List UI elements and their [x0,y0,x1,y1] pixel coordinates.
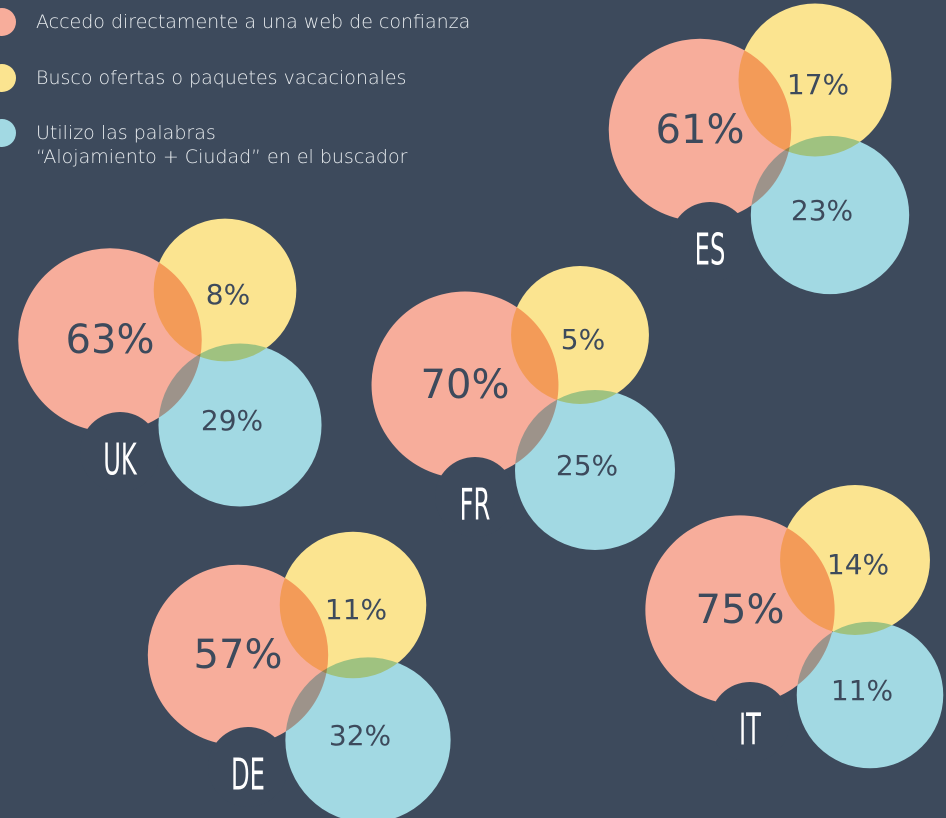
venn-group [608,3,910,295]
value-label: 32% [329,719,391,752]
value-label: 17% [787,68,849,101]
value-label: 8% [206,278,250,311]
venn-circle [738,3,892,157]
venn-group [645,485,944,769]
legend-swatch [0,8,16,36]
value-label: 70% [421,362,510,408]
value-label: 23% [791,194,853,227]
venn-group [147,531,451,818]
venn-circle [285,657,451,818]
value-label: 11% [831,674,893,707]
value-label: 61% [656,107,745,153]
venn-group [18,218,322,507]
country-label: IT [739,705,761,756]
value-label: 75% [696,587,785,633]
venn-group [371,266,675,550]
venn-circle [515,390,675,550]
venn-circle [750,135,910,295]
country-badge [80,412,160,492]
legend-swatch [0,64,16,92]
value-label: 57% [194,632,283,678]
country-badge [670,202,750,282]
venn-circle [158,343,322,507]
venn-circle [279,531,427,679]
venn-circle [780,485,930,635]
value-label: 14% [827,548,889,581]
legend-label: Accedo directamente a una web de confian… [36,11,471,33]
country-label: DE [231,750,265,801]
country-label: ES [695,225,726,276]
legend-label: Utilizo las palabras “Alojamiento + Ciud… [36,122,408,168]
value-label: 63% [66,317,155,363]
country-label: UK [103,435,138,486]
legend-swatch [0,119,16,147]
country-label: FR [460,480,491,531]
value-label: 11% [325,593,387,626]
value-label: 25% [556,449,618,482]
value-label: 5% [561,323,605,356]
value-label: 29% [201,404,263,437]
venn-circle [153,218,297,362]
legend-label: Busco ofertas o paquetes vacacionales [36,67,407,89]
country-badge [710,682,790,762]
country-badge [435,457,515,537]
venn-circle [796,621,944,769]
country-badge [208,727,288,807]
venn-circle [511,266,649,404]
